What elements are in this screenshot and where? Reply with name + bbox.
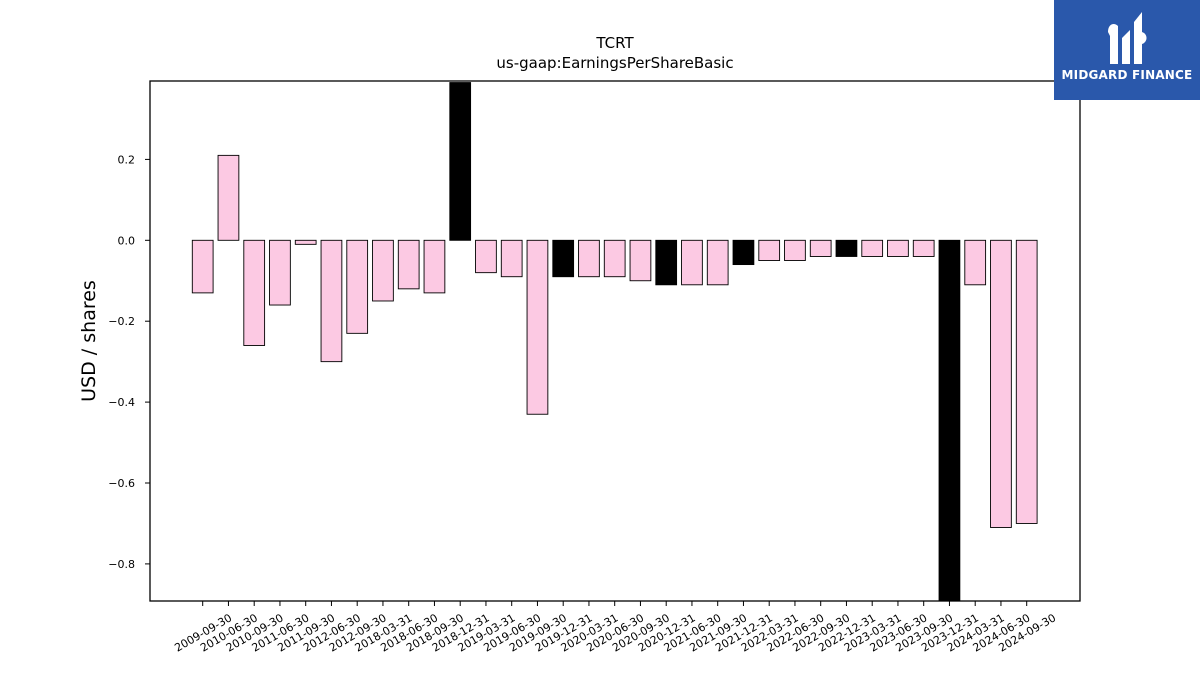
bar-2011-09-30 (294, 239, 317, 245)
y-tick-label: −0.8 (108, 558, 135, 571)
bar-2018-06-30 (397, 239, 420, 290)
bar-2024-03-31 (964, 239, 987, 286)
bar-2018-12-31 (449, 82, 472, 241)
midgard-finance-logo: MIDGARD FINANCE (1054, 0, 1200, 100)
bar-2020-06-30 (603, 239, 626, 278)
bar-2024-06-30 (990, 239, 1012, 528)
bar-2023-09-30 (912, 239, 935, 257)
bar-2010-06-30 (217, 154, 240, 241)
bar-2022-12-31 (835, 239, 858, 257)
y-tick-label: −0.6 (108, 477, 135, 490)
bar-2022-06-30 (784, 239, 806, 261)
bar-2019-09-30 (526, 239, 549, 415)
chart-title: TCRT (595, 34, 634, 52)
logo-text: MIDGARD FINANCE (1061, 68, 1193, 82)
bar-2018-03-31 (372, 239, 394, 302)
bar-2020-12-31 (655, 239, 678, 286)
bar-2023-03-31 (861, 239, 884, 257)
bar-2020-03-31 (578, 239, 600, 278)
x-axis: 2009-09-302010-06-302010-09-302011-06-30… (172, 601, 1058, 655)
bar-2023-06-30 (887, 239, 909, 257)
y-axis-label: USD / shares (78, 280, 100, 402)
y-tick-label: 0.0 (118, 234, 136, 247)
y-tick-label: −0.2 (108, 315, 135, 328)
bar-2019-03-31 (475, 239, 497, 274)
plot-frame (149, 80, 1081, 602)
logo-mark-icon (1108, 12, 1147, 64)
bar-2023-12-31 (938, 239, 961, 601)
bar-2011-06-30 (269, 239, 291, 306)
bar-2021-06-30 (681, 239, 703, 286)
bar-2022-09-30 (809, 239, 832, 257)
y-axis: 0.2 0.0 −0.2 −0.4 −0.6 −0.8 (108, 153, 150, 571)
bar-2022-03-31 (758, 239, 781, 261)
bar-2020-09-30 (629, 239, 652, 282)
bar-2010-09-30 (243, 239, 266, 346)
y-tick-label: 0.2 (118, 153, 136, 166)
bar-2012-06-30 (320, 239, 343, 363)
bar-2024-09-30 (1015, 239, 1038, 524)
bar-2021-12-31 (732, 239, 755, 266)
bar-2019-06-30 (500, 239, 523, 278)
bar-2018-09-30 (423, 239, 446, 294)
y-tick-label: −0.4 (108, 396, 135, 409)
bar-2021-09-30 (706, 239, 729, 286)
chart-subtitle: us-gaap:EarningsPerShareBasic (496, 54, 733, 72)
bars-group (191, 82, 1038, 601)
bar-2019-12-31 (552, 239, 575, 278)
bar-2009-09-30 (191, 239, 214, 294)
bar-2012-09-30 (346, 239, 369, 334)
